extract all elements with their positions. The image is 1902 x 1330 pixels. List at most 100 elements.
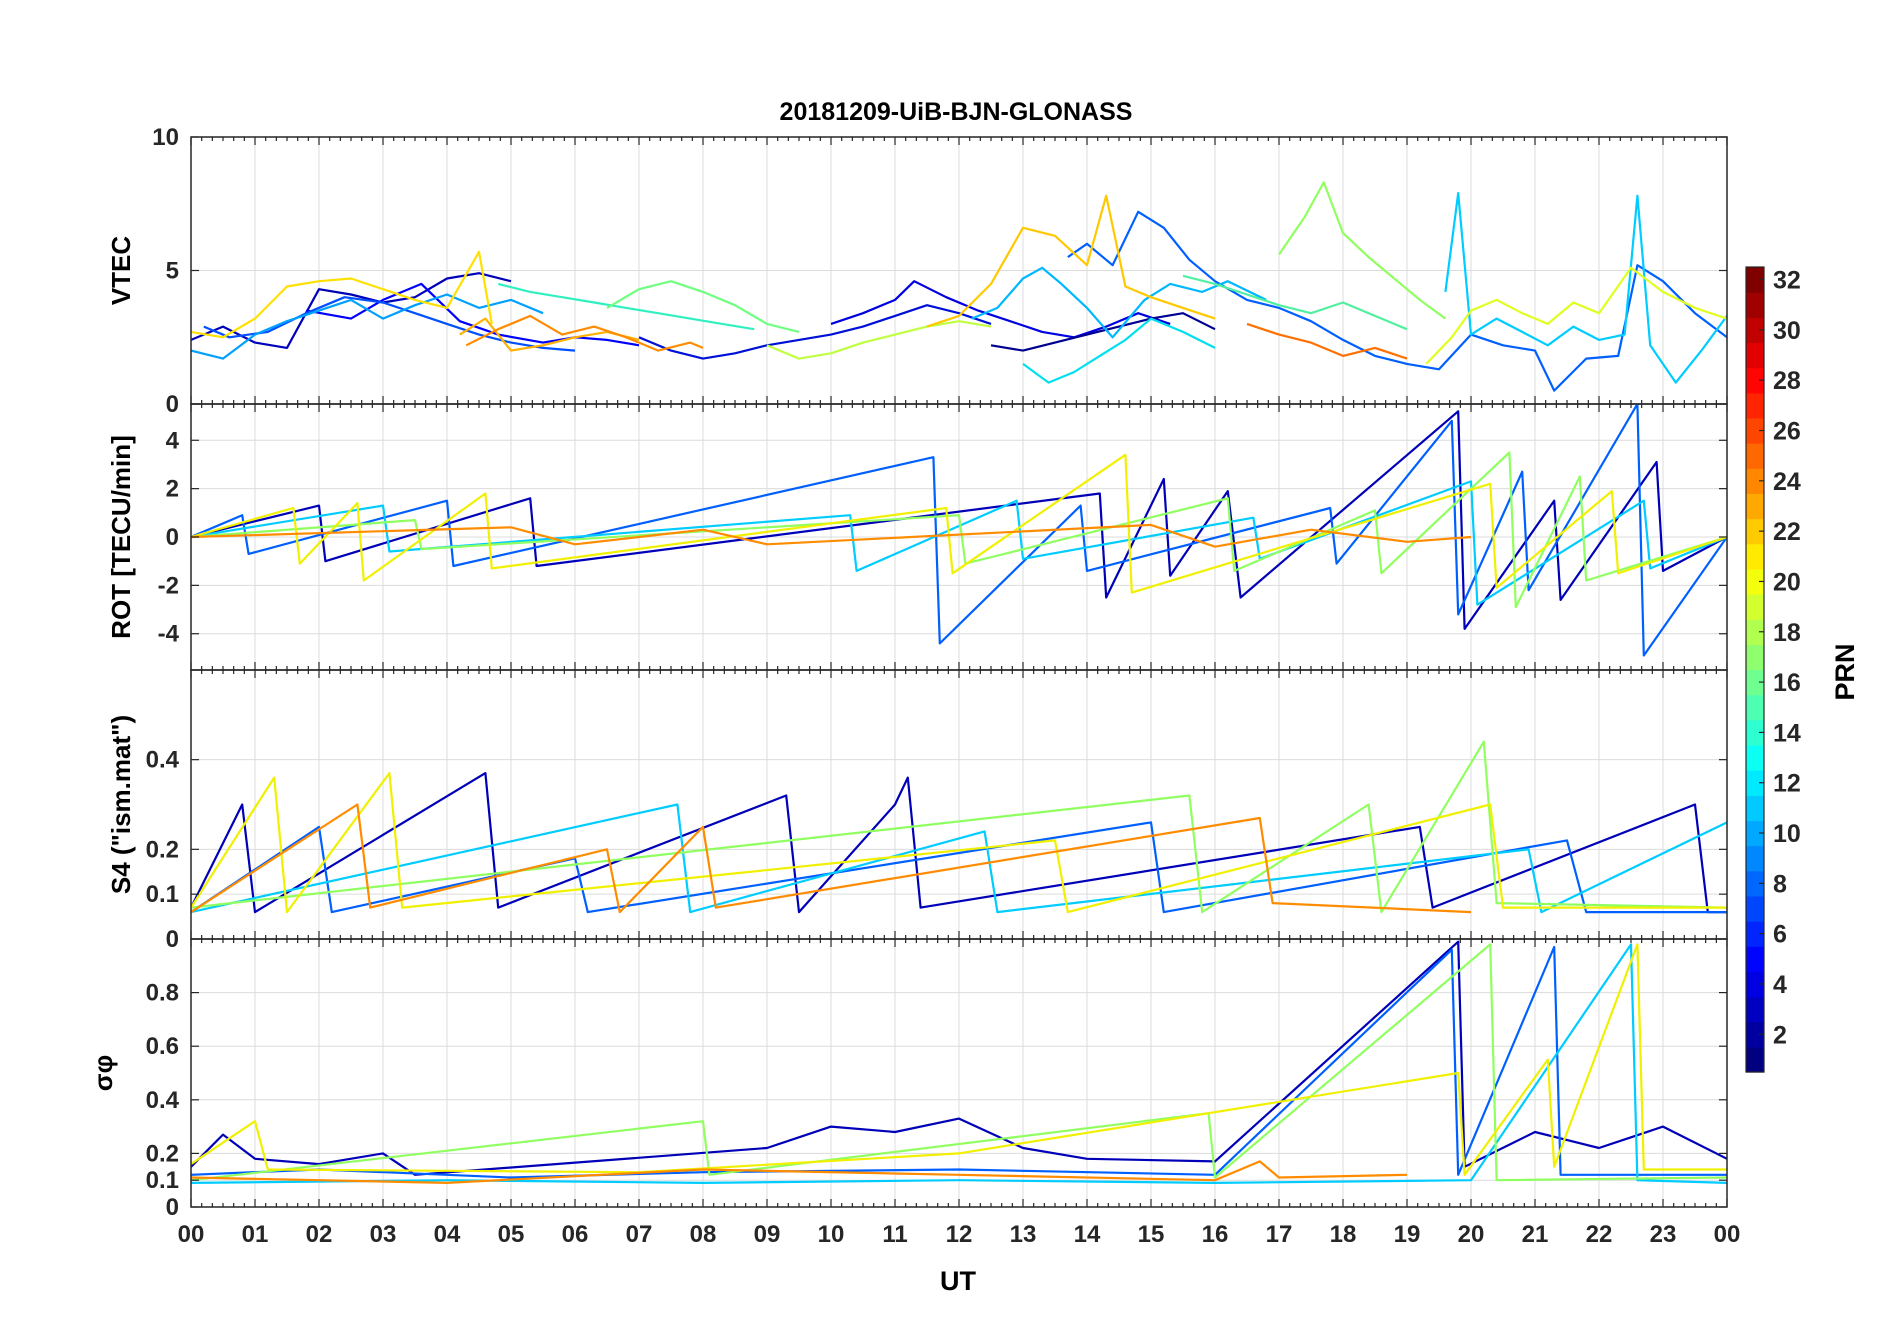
colorbar-tick-label: 16 [1773, 669, 1801, 697]
x-tick-label: 11 [882, 1221, 907, 1248]
colorbar-swatch [1746, 870, 1764, 897]
colorbar-tick-label: 18 [1773, 619, 1801, 647]
series-line-prn-21 [191, 250, 493, 339]
series-line-prn-20 [191, 943, 1727, 1176]
y-tick-label: 0.1 [146, 1167, 179, 1194]
x-tick-label: 23 [1650, 1221, 1677, 1248]
figure-title: 20181209-UiB-BJN-GLONASS [780, 98, 1133, 126]
y-tick-label: 0 [166, 524, 179, 551]
x-tick-label: 00 [1714, 1221, 1741, 1248]
x-tick-label: 07 [626, 1221, 653, 1248]
y-tick-label: 0.2 [146, 836, 179, 863]
series-line-prn-12 [1444, 192, 1727, 384]
colorbar-tick-label: 6 [1773, 921, 1787, 949]
colorbar-swatch [1746, 895, 1764, 922]
series-line-prn-5 [830, 280, 1171, 339]
colorbar-swatch [1746, 1046, 1764, 1073]
x-tick-label: 14 [1074, 1221, 1101, 1248]
x-tick-label: 15 [1138, 1221, 1165, 1248]
colorbar-swatch [1746, 619, 1764, 645]
colorbar-swatch [1746, 468, 1764, 495]
y-tick-label: 0 [166, 926, 179, 953]
colorbar-tick-label: 8 [1773, 870, 1787, 898]
x-tick-label: 05 [498, 1221, 525, 1248]
series-line-prn-14 [497, 282, 755, 331]
x-ticks-s4 [190, 670, 1728, 939]
x-tick-label: 03 [370, 1221, 397, 1248]
y-tick-label: 0.2 [146, 1140, 179, 1167]
series-line-prn-24 [191, 523, 1472, 548]
series-line-prn-24 [191, 803, 1472, 914]
x-tick-label: 13 [1010, 1221, 1037, 1248]
colorbar-tick-label: 28 [1773, 367, 1801, 395]
series-line-prn-22 [926, 194, 1216, 328]
y-tick-label: 4 [166, 427, 180, 454]
series-line-prn-10 [971, 266, 1267, 339]
y-axis-label-s4: S4 ("ism.mat") [106, 715, 136, 894]
x-axis-label: UT [940, 1266, 976, 1296]
series-line-prn-2 [191, 272, 512, 349]
series-line-prn-2 [191, 410, 1727, 631]
series-line-prn-18 [766, 320, 992, 360]
y-tick-label: -4 [158, 621, 180, 648]
series-line-prn-24 [191, 1160, 1408, 1185]
series-line-prn-24 [465, 314, 704, 352]
x-tick-label: 22 [1586, 1221, 1613, 1248]
series-line-prn-25 [1246, 322, 1408, 360]
colorbar-swatch [1746, 719, 1764, 746]
series-line-prn-2 [191, 940, 1727, 1176]
colorbar-swatch [1746, 317, 1764, 344]
colorbar-swatch [1746, 292, 1764, 318]
series-line-prn-13 [1022, 317, 1216, 384]
x-tick-label: 18 [1330, 1221, 1357, 1248]
series-group-s4 [191, 740, 1727, 914]
colorbar-tick-label: 10 [1773, 820, 1801, 848]
x-tick-label: 02 [306, 1221, 333, 1248]
y-tick-label: 5 [166, 258, 179, 285]
colorbar-tick-label: 20 [1773, 568, 1801, 596]
x-tick-label: 08 [690, 1221, 717, 1248]
series-line-prn-16 [606, 280, 800, 333]
x-tick-label: 04 [434, 1221, 461, 1248]
colorbar-swatch [1746, 795, 1764, 822]
series-line-prn-17 [191, 943, 1727, 1182]
series-group-vtec [191, 181, 1727, 392]
colorbar-swatch [1746, 342, 1764, 369]
colorbar-swatch [1746, 443, 1764, 469]
colorbar-swatch [1746, 694, 1764, 721]
series-line-prn-12 [191, 943, 1727, 1185]
colorbar-tick-label: 22 [1773, 518, 1801, 546]
x-tick-label: 19 [1394, 1221, 1421, 1248]
panel-vtec: 0 5 10 VTEC [106, 124, 1728, 418]
colorbar-frame [1745, 266, 1765, 1073]
y-tick-label: 0.4 [146, 1087, 180, 1114]
colorbar-swatch [1746, 594, 1764, 620]
x-tick-label: 20 [1458, 1221, 1485, 1248]
y-tick-label: 0 [166, 391, 179, 418]
series-line-prn-3 [638, 304, 992, 360]
colorbar-swatch [1746, 267, 1764, 293]
y-tick-label: 10 [152, 124, 179, 151]
colorbar-swatch [1746, 820, 1764, 847]
y-tick-label: 0.6 [146, 1033, 179, 1060]
series-line-prn-17 [191, 740, 1727, 914]
x-tick-label: 16 [1202, 1221, 1229, 1248]
x-ticks-sigma_phi [190, 939, 1728, 1207]
panel-rot: -4 -2 0 2 4 ROT [TECU/min] [106, 403, 1728, 671]
series-line-prn-7 [1067, 210, 1727, 392]
colorbar-swatch [1746, 417, 1764, 444]
colorbar-swatch [1746, 996, 1764, 1023]
x-tick-label: 10 [818, 1221, 845, 1248]
x-tick-label: 06 [562, 1221, 589, 1248]
series-line-prn-12 [191, 803, 1727, 914]
colorbar-swatch [1746, 845, 1764, 872]
series-line-prn-19 [1425, 266, 1727, 365]
colorbar-swatch [1746, 518, 1764, 545]
y-tick-label: 0.4 [146, 747, 180, 774]
colorbar-swatch [1746, 946, 1764, 972]
y-tick-label: 0.1 [146, 881, 179, 908]
colorbar-swatch [1746, 493, 1764, 520]
colorbar-swatch [1746, 1021, 1764, 1048]
